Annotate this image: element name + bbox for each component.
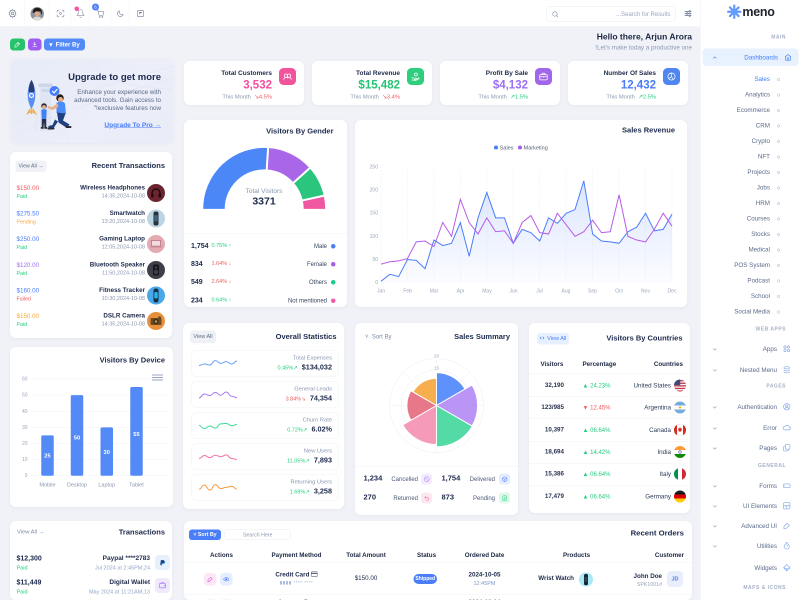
svg-text:50: 50 (74, 435, 80, 441)
svg-text:250: 250 (370, 165, 379, 171)
svg-text:20: 20 (22, 441, 28, 447)
svg-text:40: 40 (22, 409, 28, 415)
svg-text:Apr: Apr (457, 289, 465, 295)
svg-text:Tablet: Tablet (129, 483, 144, 489)
svg-text:Laptop: Laptop (98, 483, 115, 489)
svg-text:0: 0 (25, 473, 28, 479)
svg-text:Sep: Sep (588, 289, 597, 295)
svg-text:15: 15 (434, 365, 440, 371)
svg-text:Nov: Nov (641, 289, 650, 295)
svg-text:100: 100 (370, 234, 379, 240)
svg-text:50: 50 (22, 393, 28, 399)
svg-text:Oct: Oct (615, 289, 623, 295)
svg-text:Mar: Mar (430, 289, 439, 295)
svg-text:Jun: Jun (509, 289, 517, 295)
svg-text:200: 200 (370, 188, 379, 194)
svg-text:20: 20 (434, 354, 440, 360)
svg-text:Mobile: Mobile (39, 483, 55, 489)
svg-text:Dec: Dec (668, 289, 677, 295)
svg-text:150: 150 (370, 211, 379, 217)
svg-text:Feb: Feb (403, 289, 412, 295)
svg-text:0: 0 (375, 280, 378, 286)
svg-text:May: May (482, 289, 492, 295)
svg-text:30: 30 (104, 450, 110, 456)
svg-text:30: 30 (22, 425, 28, 431)
svg-text:50: 50 (372, 257, 378, 263)
svg-text:Desktop: Desktop (67, 483, 87, 489)
svg-text:60: 60 (22, 377, 28, 383)
svg-text:Jan: Jan (377, 289, 385, 295)
svg-text:55: 55 (133, 432, 140, 438)
svg-text:Jul: Jul (536, 289, 542, 295)
svg-text:10: 10 (22, 457, 28, 463)
svg-text:25: 25 (44, 454, 51, 460)
svg-text:Aug: Aug (562, 289, 571, 295)
